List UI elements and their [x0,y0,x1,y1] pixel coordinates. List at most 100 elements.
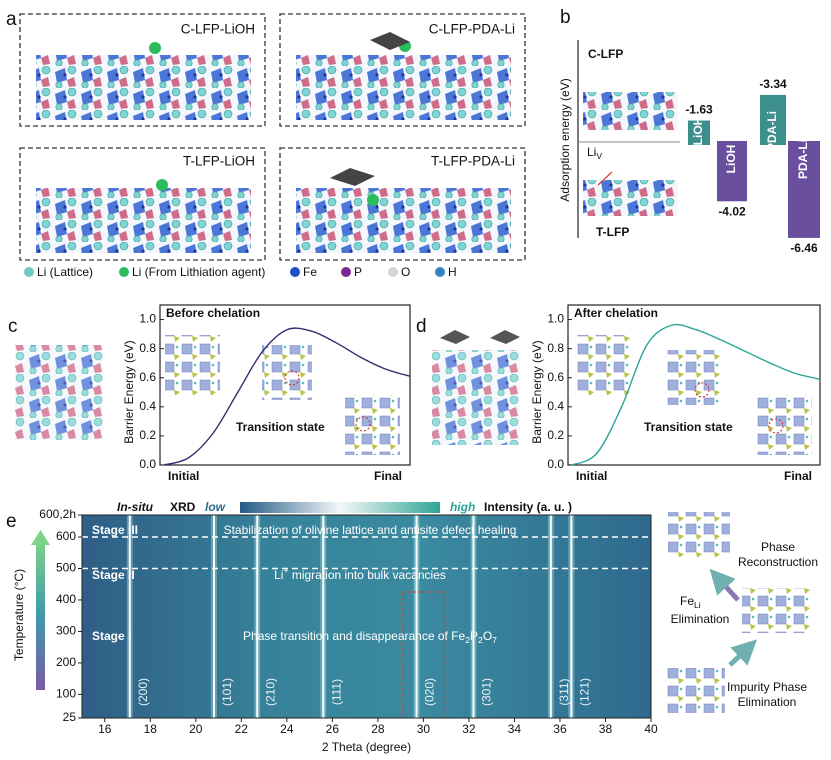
x-tick-label: 16 [98,722,112,736]
panel-b-decor [577,40,680,238]
panel-title: Before chelation [166,306,260,320]
schematic-label: Elimination [671,612,730,626]
peak-line [570,515,573,718]
header-intensity: Intensity (a. u. ) [484,500,572,514]
structure-images [36,32,511,253]
heatmap-background [82,515,651,718]
x-label: Final [374,469,402,483]
x-tick-label: 18 [144,722,158,736]
legend-label: Li (Lattice) [37,265,93,279]
peak-line [128,515,131,718]
text-part: Phase transition and disappearance of Fe [243,629,465,643]
text-part: V [596,151,602,161]
peak-label: (111) [329,679,343,705]
value-label: -4.02 [718,204,746,218]
peak-label: (121) [578,678,592,706]
text-part: Stabilization of olivine lattice and ant… [224,523,517,537]
x-tick-label: 40 [644,722,658,736]
schematic [665,512,810,713]
peak-label: (210) [263,678,277,706]
schematic-label: Elimination [738,695,797,709]
x-tick-label: 34 [508,722,522,736]
structure-boxes [19,13,526,261]
y-tick-label: 0.6 [547,370,564,384]
bar-name: LiOH [691,117,705,146]
legend-label: H [448,265,457,279]
y-tick-label: 0.8 [139,341,156,355]
energy-curve [163,327,411,466]
peak-label: (301) [480,678,494,706]
legend-label: Li (From Lithiation agent) [132,265,265,279]
header-high: high [450,500,475,514]
legend-swatch [119,267,129,277]
y-tick-label: 100 [56,687,76,701]
state-label: C-LFP [588,47,623,61]
y-tick-label: 200 [56,655,76,669]
x-label: Initial [576,469,607,483]
legend-swatch [290,267,300,277]
schematic-label: FeLi [680,594,701,610]
annotation: Transition state [236,420,325,434]
plot-frame [159,304,411,466]
text-part: + [283,565,288,575]
bar [717,141,747,202]
bar-name: PDA-Li [796,139,810,179]
x-tick-label: 38 [599,722,613,736]
legend-swatch [24,267,34,277]
value-label: -6.46 [790,241,818,255]
vacancy-label: LiV [587,145,602,161]
legend-label: P [354,265,362,279]
peak-label: (101) [220,678,234,706]
axis-title: Adsorption energy (eV) [558,78,572,201]
x-label: Final [784,469,812,483]
plot-frame [81,514,652,719]
x-tick-label: 32 [462,722,476,736]
stage-label: Stage I [92,629,131,643]
panel-label: c [8,316,18,337]
x-tick-label: 24 [280,722,294,736]
panel-label: a [6,9,17,30]
x-tick-label: 28 [371,722,385,736]
y-tick-label: 500 [56,561,76,575]
annotation: Transition state [644,420,733,434]
stage-label: Stage III [92,523,138,537]
temperature-arrowhead [31,530,50,545]
peak-label: (311) [557,678,571,705]
axis-title: Temperature (°C) [12,569,26,661]
peak-label: (200) [136,678,150,706]
panel-label: e [6,511,17,532]
text-part: O [483,629,492,643]
schematic-label: Reconstruction [738,555,818,569]
x-label: Initial [168,469,199,483]
structure-caption: C-LFP-PDA-Li [429,22,515,37]
peak-line [256,515,259,718]
peak-label: (020) [423,678,437,706]
x-tick-label: 20 [189,722,203,736]
state-label: T-LFP [596,225,629,239]
y-tick-label: 0.0 [139,457,156,471]
y-tick-label: 400 [56,592,76,606]
y-tick-label: 0.4 [139,399,156,413]
plot-frame [567,304,821,466]
structure-caption: C-LFP-LiOH [181,22,255,37]
stage-label: Stage II [92,568,135,582]
schematic-label: Impurity Phase [727,680,807,694]
header-method: XRD [170,500,196,514]
legend-label: Fe [303,265,317,279]
text-part: Li [274,568,283,582]
panel-cd-decor [15,330,812,455]
axis-title: Barrier Energy (eV) [530,340,544,443]
bar-name: LiOH [724,145,738,174]
text-part: 7 [492,635,497,645]
temperature-arrow [36,540,45,690]
x-tick-label: 36 [553,722,567,736]
y-tick-label: 300 [56,624,76,638]
y-tick-label: 600 [56,529,76,543]
y-tick-label: 0.6 [139,370,156,384]
structure-caption: T-LFP-PDA-Li [431,154,515,169]
y-tick-label: 25 [63,710,77,724]
legend-swatch [435,267,445,277]
panel-label: b [560,7,571,28]
peak-line [322,515,325,718]
